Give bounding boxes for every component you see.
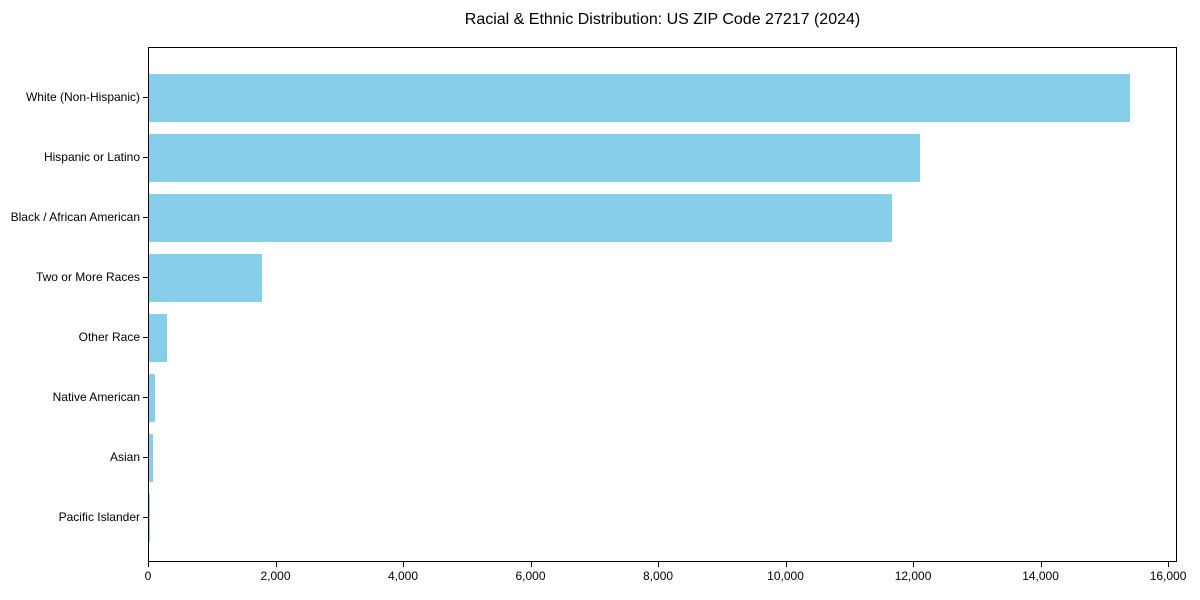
y-tick-mark (143, 277, 148, 278)
x-tick-mark (1168, 562, 1170, 567)
x-tick-label: 10,000 (767, 569, 804, 583)
y-tick-mark (143, 217, 148, 218)
y-tick-label: Two or More Races (35, 270, 140, 284)
bar (149, 434, 153, 482)
x-tick-label: 12,000 (894, 569, 932, 583)
y-tick-label: Pacific Islander (58, 510, 140, 524)
x-tick-mark (1040, 562, 1042, 567)
x-tick-label: 4,000 (388, 569, 419, 583)
bar (149, 494, 150, 542)
x-tick-label: 2,000 (260, 569, 291, 583)
y-tick-mark (143, 517, 148, 518)
x-tick-label: 8,000 (643, 569, 674, 583)
y-tick-mark (143, 457, 148, 458)
y-tick-mark (143, 97, 148, 98)
bar (149, 314, 167, 362)
x-tick-label: 6,000 (515, 569, 546, 583)
plot-area (148, 47, 1177, 562)
y-tick-label: Hispanic or Latino (43, 150, 140, 164)
y-tick-label: Asian (109, 450, 140, 464)
x-tick-mark (530, 562, 532, 567)
y-tick-label: Black / African American (10, 210, 140, 224)
x-tick-label: 0 (144, 569, 152, 583)
x-tick-mark (148, 562, 149, 567)
y-tick-label: Other Race (78, 330, 140, 344)
bar (149, 194, 892, 242)
x-tick-label: 14,000 (1022, 569, 1059, 583)
y-tick-mark (143, 157, 148, 158)
bar (149, 374, 156, 422)
x-tick-mark (913, 562, 915, 567)
bar (149, 74, 1131, 122)
x-tick-mark (275, 562, 277, 567)
y-tick-label: White (Non-Hispanic) (25, 90, 140, 104)
chart-title: Racial & Ethnic Distribution: US ZIP Cod… (464, 11, 861, 28)
x-tick-mark (658, 562, 660, 567)
bar (149, 134, 920, 182)
y-tick-mark (143, 337, 148, 338)
y-tick-label: Native American (52, 390, 140, 404)
x-tick-mark (403, 562, 405, 567)
x-tick-label: 16,000 (1149, 569, 1187, 583)
x-tick-mark (785, 562, 787, 567)
bar (149, 254, 262, 302)
y-tick-mark (143, 397, 148, 398)
